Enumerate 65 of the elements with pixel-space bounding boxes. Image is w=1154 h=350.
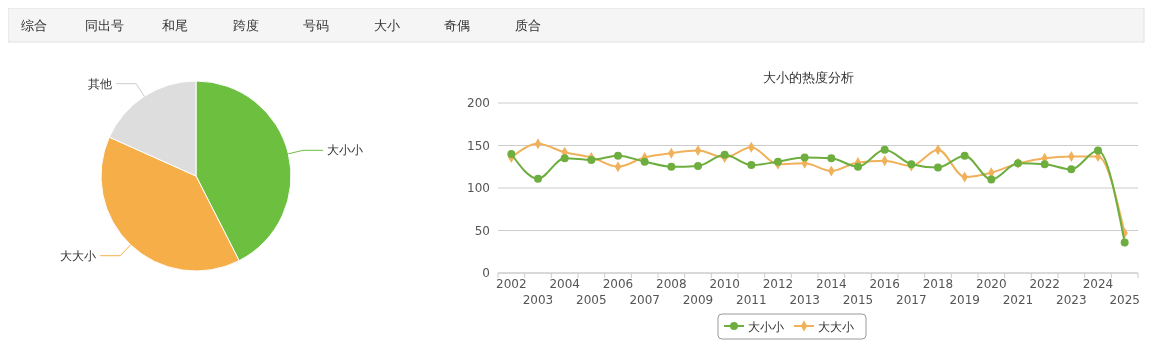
y-tick-label: 100 — [467, 181, 490, 195]
point — [1094, 146, 1102, 155]
point — [774, 157, 782, 166]
point — [720, 150, 729, 159]
point — [614, 151, 622, 160]
x-tick-label: 2011 — [736, 293, 767, 307]
point — [694, 161, 702, 170]
point — [934, 163, 942, 172]
x-tick-label: 2006 — [602, 277, 634, 291]
y-tick-label: 150 — [467, 138, 490, 153]
point — [800, 153, 809, 162]
x-tick-label: 2018 — [922, 277, 954, 291]
point — [640, 157, 649, 166]
point — [560, 154, 569, 163]
x-tick-label: 2016 — [869, 277, 900, 291]
legend-label: 大小小 — [748, 320, 784, 334]
text: 和尾 — [162, 18, 188, 33]
x-tick-label: 2024 — [1082, 277, 1114, 291]
point — [507, 150, 516, 158]
point — [534, 174, 542, 183]
x-tick-label: 2023 — [1056, 293, 1087, 307]
text: 大小 — [373, 18, 400, 33]
x-tick-label: 2005 — [576, 293, 607, 307]
point — [587, 155, 596, 164]
x-tick-label: 2017 — [896, 293, 927, 307]
y-tick-label: 50 — [474, 223, 490, 238]
slice-label: 大大小 — [60, 248, 97, 263]
point — [1120, 238, 1129, 247]
x-tick-label: 2008 — [656, 277, 687, 291]
text: 奇偶 — [444, 18, 470, 33]
x-tick-label: 2007 — [629, 293, 660, 307]
x-tick-label: 2019 — [949, 293, 980, 307]
x-tick-label: 2003 — [522, 293, 554, 307]
point — [987, 175, 996, 184]
x-tick-label: 2013 — [789, 293, 820, 307]
point — [854, 162, 862, 171]
x-tick-label: 2014 — [816, 277, 847, 291]
x-tick-label: 2015 — [842, 293, 874, 307]
point — [667, 162, 676, 171]
slice-label: 其他 — [88, 76, 113, 91]
chart-title: 大小的热度分析 — [762, 70, 854, 85]
x-tick-label: 2012 — [762, 277, 794, 291]
legend-label: 大大小 — [818, 320, 854, 334]
point — [827, 154, 836, 163]
x-tick-label: 2009 — [682, 293, 714, 307]
point — [880, 145, 889, 154]
x-tick-label: 2004 — [549, 277, 580, 291]
y-tick-label: 200 — [467, 96, 490, 110]
point — [747, 161, 756, 170]
point — [960, 151, 969, 160]
x-tick-label: 2022 — [1029, 277, 1060, 291]
y-tick-label: 0 — [482, 266, 490, 280]
x-tick-label: 2002 — [496, 277, 527, 291]
text: 号码 — [303, 18, 329, 33]
x-tick-label: 2025 — [1109, 293, 1140, 307]
point — [1067, 165, 1076, 174]
slice-label: 大小小 — [326, 143, 363, 158]
x-tick-label: 2020 — [976, 277, 1007, 291]
text: 跨度 — [232, 18, 259, 33]
text: 质合 — [514, 18, 541, 33]
point — [1040, 160, 1049, 169]
x-tick-label: 2021 — [1002, 293, 1034, 307]
text: 同出号 — [85, 18, 124, 33]
text: 综合 — [21, 18, 47, 33]
x-tick-label: 2010 — [709, 277, 740, 291]
